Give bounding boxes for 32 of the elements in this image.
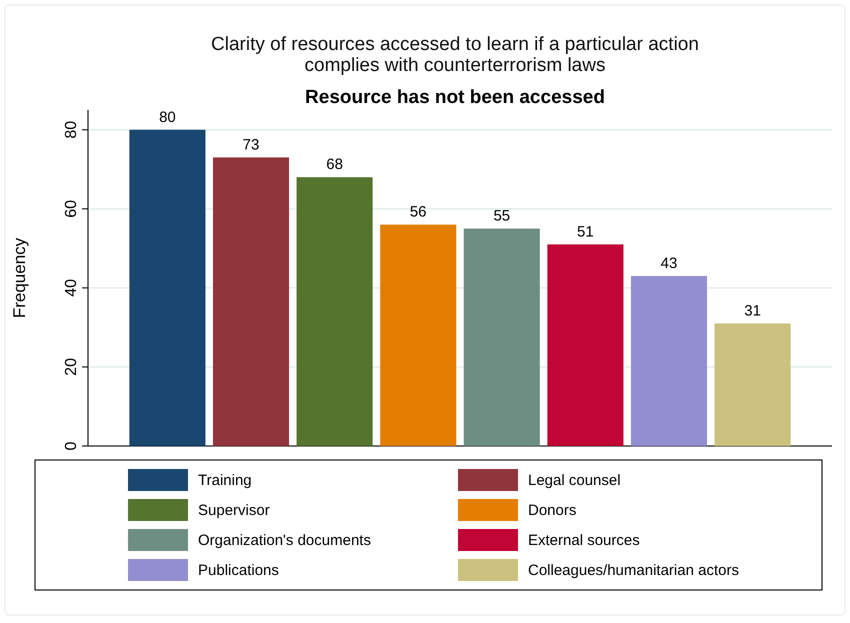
bar xyxy=(380,224,456,446)
y-tick-label: 20 xyxy=(63,358,80,376)
y-tick-label: 40 xyxy=(63,278,80,297)
legend-label: Legal counsel xyxy=(528,472,621,489)
chart-subtitle: Resource has not been accessed xyxy=(305,87,605,108)
data-label: 56 xyxy=(410,204,427,221)
data-label: 80 xyxy=(159,108,176,126)
chart-title: Clarity of resources accessed to learn if a particular action complies with counterterrorism laws xyxy=(211,34,699,76)
y-axis-title: Frequency xyxy=(10,237,29,318)
legend-label: Colleagues/humanitarian actors xyxy=(528,562,739,579)
data-label: 55 xyxy=(493,208,510,225)
y-tick-label: 0 xyxy=(63,441,80,450)
data-label: 68 xyxy=(326,156,343,174)
data-label: 43 xyxy=(660,255,678,272)
data-label: 31 xyxy=(744,302,761,320)
bar xyxy=(296,177,373,446)
bar xyxy=(714,323,791,446)
data-label: 51 xyxy=(577,223,594,240)
bar xyxy=(129,130,206,446)
bar xyxy=(630,276,708,446)
legend-label: Training xyxy=(198,472,252,489)
bar xyxy=(464,228,540,446)
data-label: 73 xyxy=(242,136,260,154)
bar xyxy=(212,157,290,446)
legend-label: Publications xyxy=(198,562,279,579)
legend-label: External sources xyxy=(528,532,640,549)
y-tick-label: 80 xyxy=(63,120,80,139)
legend-label: Donors xyxy=(528,502,576,519)
legend-label: Supervisor xyxy=(198,502,270,519)
y-tick-label: 60 xyxy=(63,200,80,218)
bar xyxy=(547,244,624,446)
legend-label: Organization's documents xyxy=(198,532,371,549)
